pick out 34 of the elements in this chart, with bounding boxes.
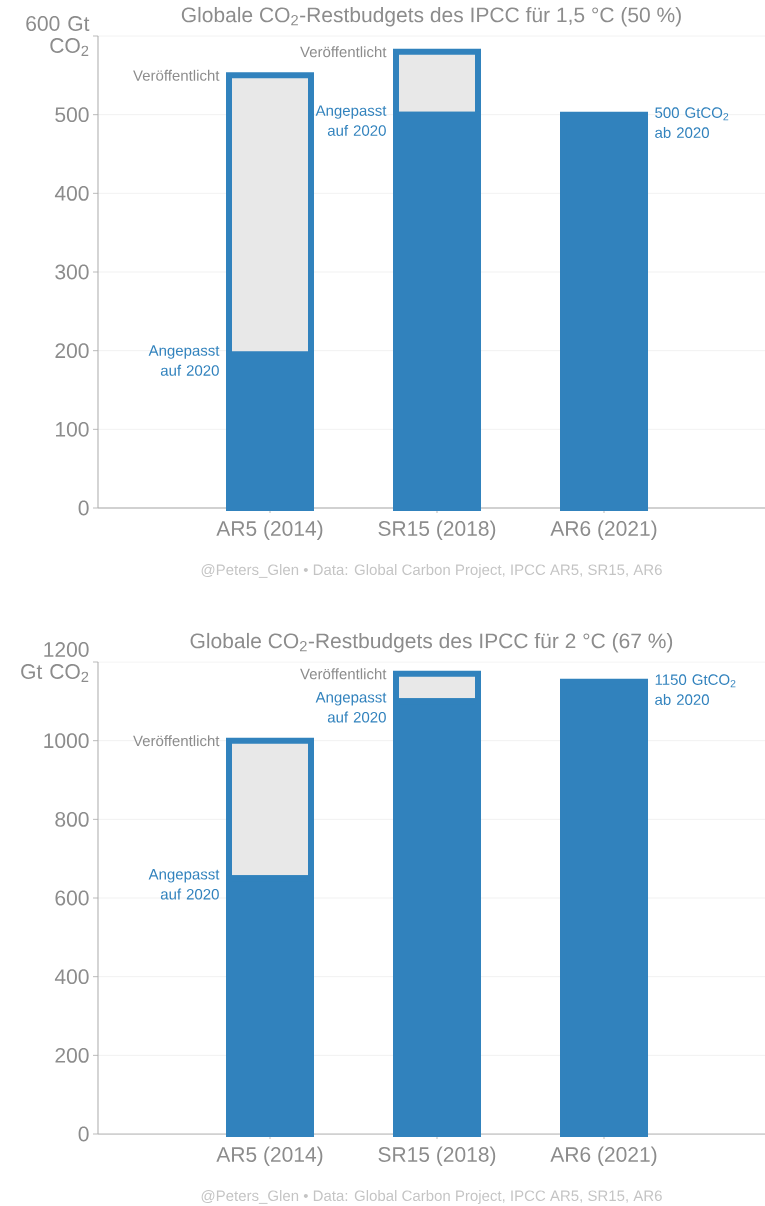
y-tick-label: 1200 Gt CO$_{2}$ <box>21 642 89 682</box>
y-tick-label: 200 <box>55 1047 89 1063</box>
y-tick-label: 500 <box>55 107 89 123</box>
y-tick-label: 800 <box>55 811 89 827</box>
text: 500 GtCO$_{2}$ ab 2020 <box>655 107 729 138</box>
annotation: Angepasst auf 2020 <box>315 692 387 723</box>
x-tick-label: SR15 (2018) <box>378 520 496 541</box>
x-tick-label: AR6 (2021) <box>550 1146 657 1167</box>
y-tick-label: 1000 <box>44 733 89 749</box>
x-tick-label: AR5 (2014) <box>216 1146 323 1167</box>
y-tick-label: 0 <box>78 1126 89 1142</box>
annotation: Veröffentlicht <box>300 668 387 680</box>
annotation: Veröffentlicht <box>133 735 220 747</box>
annotation: Angepasst auf 2020 <box>315 105 387 136</box>
y-tick-label: 600 Gt CO$_{2}$ <box>26 16 90 56</box>
y-tick-label: 600 <box>55 890 89 906</box>
x-tick-label: AR6 (2021) <box>550 520 657 541</box>
x-tick-label: SR15 (2018) <box>378 1146 496 1167</box>
chart-title: Globale CO$_{2}$-Restbudgets des IPCC für 1,5 °C (50 %) <box>181 6 681 27</box>
y-tick-label: 400 <box>54 185 89 201</box>
text: @Peters_Glen • Data: Global Carbon Project, IPCC AR5, SR15, AR6 <box>201 564 662 578</box>
y-tick-label: 0 <box>78 500 89 516</box>
annotation: Veröffentlicht <box>300 46 387 58</box>
y-tick-label: 200 <box>55 343 89 359</box>
annotation: Angepasst auf 2020 <box>148 869 220 900</box>
y-tick-label: 100 <box>56 421 89 437</box>
text: @Peters_Glen • Data: Global Carbon Project, IPCC AR5, SR15, AR6 <box>201 1190 662 1204</box>
annotation: Veröffentlicht <box>133 69 220 81</box>
text: 1150 GtCO$_{2}$ ab 2020 <box>655 674 736 705</box>
y-tick-label: 400 <box>54 969 89 985</box>
annotation: Angepasst auf 2020 <box>148 345 220 376</box>
x-tick-label: AR5 (2014) <box>216 520 323 541</box>
chart-title: Globale CO$_{2}$-Restbudgets des IPCC für 2 °C (67 %) <box>190 632 673 653</box>
y-tick-label: 300 <box>55 264 89 280</box>
